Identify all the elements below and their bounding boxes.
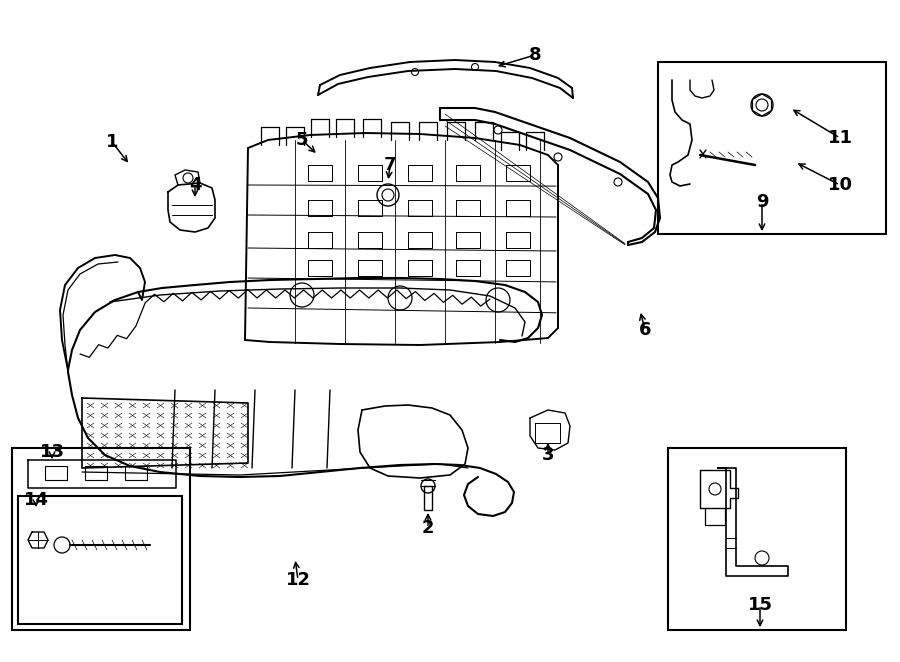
Text: 4: 4 [189,176,202,194]
Bar [125,466,147,480]
Text: 8: 8 [528,46,541,64]
Text: 13: 13 [40,443,65,461]
Text: 2: 2 [422,519,434,537]
Text: 7: 7 [383,156,396,174]
Bar [85,466,107,480]
Text: 6: 6 [639,321,652,339]
Bar [18,496,182,624]
Bar [668,448,846,630]
Bar [658,62,886,234]
Text: 3: 3 [542,446,554,464]
Text: 15: 15 [748,596,772,614]
Bar [12,448,190,630]
Text: 1: 1 [106,133,118,151]
Text: 5: 5 [296,131,308,149]
Bar [45,466,67,480]
Text: 14: 14 [23,491,49,509]
Text: 11: 11 [827,129,852,147]
Text: 10: 10 [827,176,852,194]
Text: 12: 12 [285,571,310,589]
Text: 9: 9 [756,193,769,211]
